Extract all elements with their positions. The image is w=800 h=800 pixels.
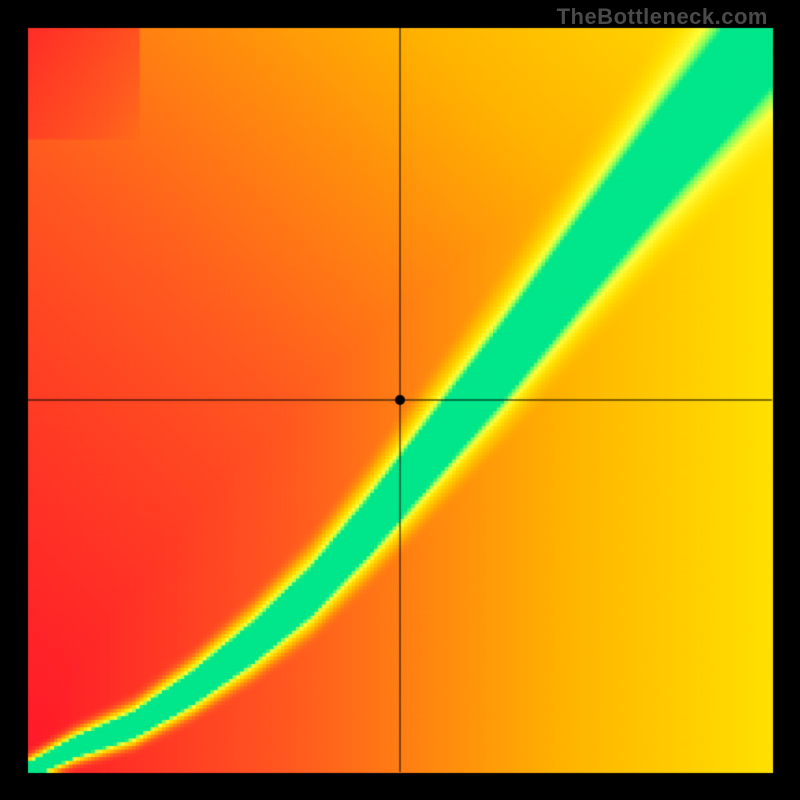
bottleneck-heatmap: [0, 0, 800, 800]
watermark-text: TheBottleneck.com: [557, 4, 768, 30]
chart-container: TheBottleneck.com: [0, 0, 800, 800]
